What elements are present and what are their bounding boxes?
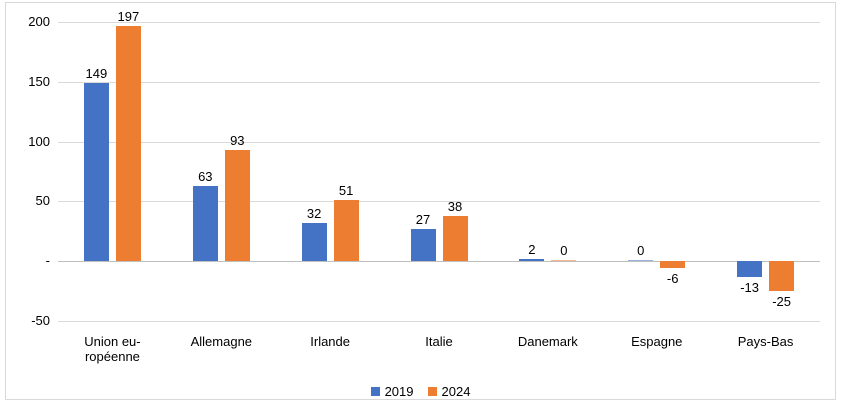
gridline (58, 142, 820, 143)
bar-2024-4 (442, 215, 468, 261)
bar-2024-3 (333, 200, 359, 261)
bar-2019-7 (737, 261, 763, 277)
zero-axis-line (58, 261, 820, 262)
data-label: -25 (772, 293, 791, 309)
data-label: 0 (637, 243, 645, 258)
y-axis-tick-label: - (45, 253, 50, 268)
data-label: 2 (528, 241, 536, 257)
data-label: 27 (415, 211, 431, 227)
data-label: 0 (560, 243, 568, 258)
x-axis-label-6: Espagne (631, 334, 683, 349)
legend-item-2019: 2019 (370, 384, 414, 399)
y-axis-tick-label: 50 (35, 193, 50, 208)
data-label: -6 (666, 271, 679, 287)
data-label: -13 (740, 279, 759, 295)
gridline (58, 321, 820, 322)
legend-item-2024: 2024 (427, 384, 471, 399)
x-axis-label-1: Union eu- ropéenne (84, 334, 141, 364)
y-axis-tick-label: 150 (28, 74, 50, 89)
bar-2019-6 (628, 260, 654, 261)
chart-frame: 200 150 100 50 - -50 149 63 32 27 2 0 -13 197 93 51 38 0… (5, 2, 836, 400)
data-label: 149 (85, 65, 108, 81)
legend-swatch-icon (427, 387, 437, 396)
legend-label: 2024 (441, 384, 471, 399)
data-label: 38 (447, 198, 463, 214)
bar-2024-5 (551, 260, 577, 261)
bar-2024-7 (769, 261, 795, 291)
bar-2019-5 (519, 258, 545, 261)
data-label: 51 (338, 183, 354, 199)
gridline (58, 82, 820, 83)
x-axis-label-4: Italie (425, 334, 453, 349)
bar-2019-3 (301, 222, 327, 261)
bar-2024-1 (115, 25, 141, 261)
x-axis-label-3: Irlande (310, 334, 350, 349)
bar-2019-1 (83, 82, 109, 261)
bar-2019-2 (192, 185, 218, 261)
bar-2024-2 (224, 149, 250, 261)
y-axis-tick-label: 100 (28, 134, 50, 149)
gridline (58, 22, 820, 23)
y-axis-tick-label: 200 (28, 14, 50, 29)
data-label: 32 (306, 205, 322, 221)
legend: 2019 2024 (6, 384, 835, 399)
data-label: 63 (198, 168, 213, 184)
legend-swatch-icon (370, 387, 380, 396)
gridline (58, 201, 820, 202)
x-axis-label-7: Pays-Bas (737, 334, 794, 349)
bar-2024-6 (660, 261, 686, 269)
legend-label: 2019 (384, 384, 414, 399)
bar-2019-4 (410, 228, 436, 261)
x-axis-label-5: Danemark (517, 334, 578, 349)
y-axis-tick-label: -50 (31, 313, 50, 328)
data-label: 93 (230, 132, 245, 148)
x-axis-label-2: Allemagne (190, 334, 253, 349)
data-label: 197 (117, 8, 140, 24)
